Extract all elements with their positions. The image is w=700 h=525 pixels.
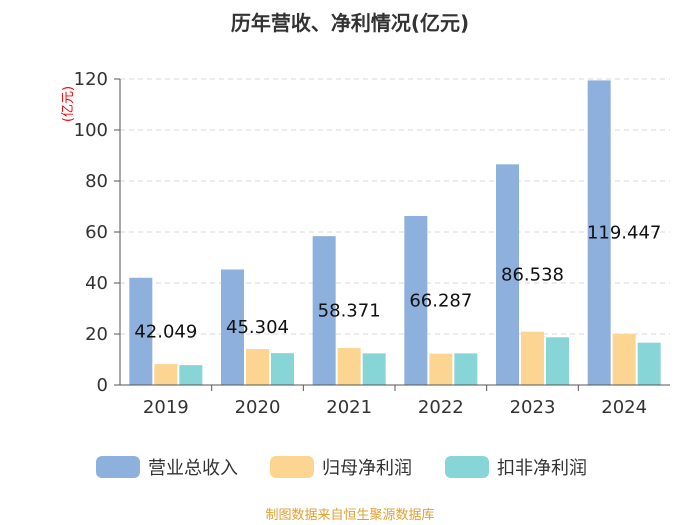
data-label: 119.447: [587, 223, 661, 244]
bar-series-2-2022: [454, 353, 478, 385]
y-tick-label: 0: [97, 375, 108, 396]
bar-series-2-2024: [637, 342, 661, 385]
x-tick-label: 2024: [601, 397, 647, 418]
bar-series-0-2019: [129, 277, 153, 385]
bar-series-1-2021: [337, 348, 361, 385]
bar-series-0-2024: [587, 80, 611, 385]
y-tick-label: 100: [74, 120, 108, 141]
data-label: 42.049: [134, 321, 197, 342]
bar-series-0-2020: [221, 269, 244, 385]
y-tick-label: 60: [85, 222, 108, 243]
legend: 营业总收入 归母净利润 扣非净利润: [96, 456, 587, 479]
legend-swatch: [96, 456, 140, 478]
legend-swatch: [270, 456, 314, 478]
y-tick-label: 20: [85, 324, 108, 345]
bar-series-2-2019: [179, 365, 203, 385]
x-tick-label: 2023: [510, 397, 556, 418]
bars: [129, 80, 661, 385]
bar-series-1-2024: [612, 333, 636, 385]
bar-series-1-2022: [429, 353, 453, 385]
bar-series-2-2023: [546, 337, 569, 385]
bar-series-1-2023: [521, 331, 544, 385]
legend-label: 扣非净利润: [497, 458, 587, 479]
legend-swatch: [445, 456, 489, 478]
x-tick-label: 2020: [235, 397, 281, 418]
data-labels: 42.049 45.304 58.371 66.287 86.538 119.447: [134, 223, 661, 343]
data-label: 45.304: [226, 317, 289, 338]
bar-series-0-2023: [496, 164, 519, 385]
axes: 0 20 40 60 80 100 120 2019 2020 2021 2022 2023 2024: [74, 69, 670, 418]
bar-series-2-2020: [271, 353, 294, 385]
data-label: 58.371: [318, 301, 381, 322]
data-label: 66.287: [409, 290, 472, 311]
y-tick-label: 120: [74, 69, 108, 90]
y-tick-label: 80: [85, 171, 108, 192]
y-tick-label: 40: [85, 273, 108, 294]
bar-series-2-2021: [362, 353, 386, 385]
bar-series-1-2020: [246, 349, 269, 385]
x-tick-label: 2022: [418, 397, 464, 418]
bar-series-0-2021: [312, 236, 336, 385]
data-label: 86.538: [501, 265, 564, 286]
x-tick-label: 2019: [143, 397, 189, 418]
chart-title: 历年营收、净利情况(亿元): [231, 11, 469, 35]
legend-label: 营业总收入: [148, 458, 238, 479]
bar-series-1-2019: [154, 364, 178, 385]
y-axis-label: (亿元): [61, 86, 76, 122]
source-note: 制图数据来自恒生聚源数据库: [265, 507, 434, 523]
x-tick-label: 2021: [326, 397, 372, 418]
bar-series-0-2022: [404, 215, 428, 385]
legend-label: 归母净利润: [322, 458, 412, 479]
gridlines: [120, 78, 670, 335]
